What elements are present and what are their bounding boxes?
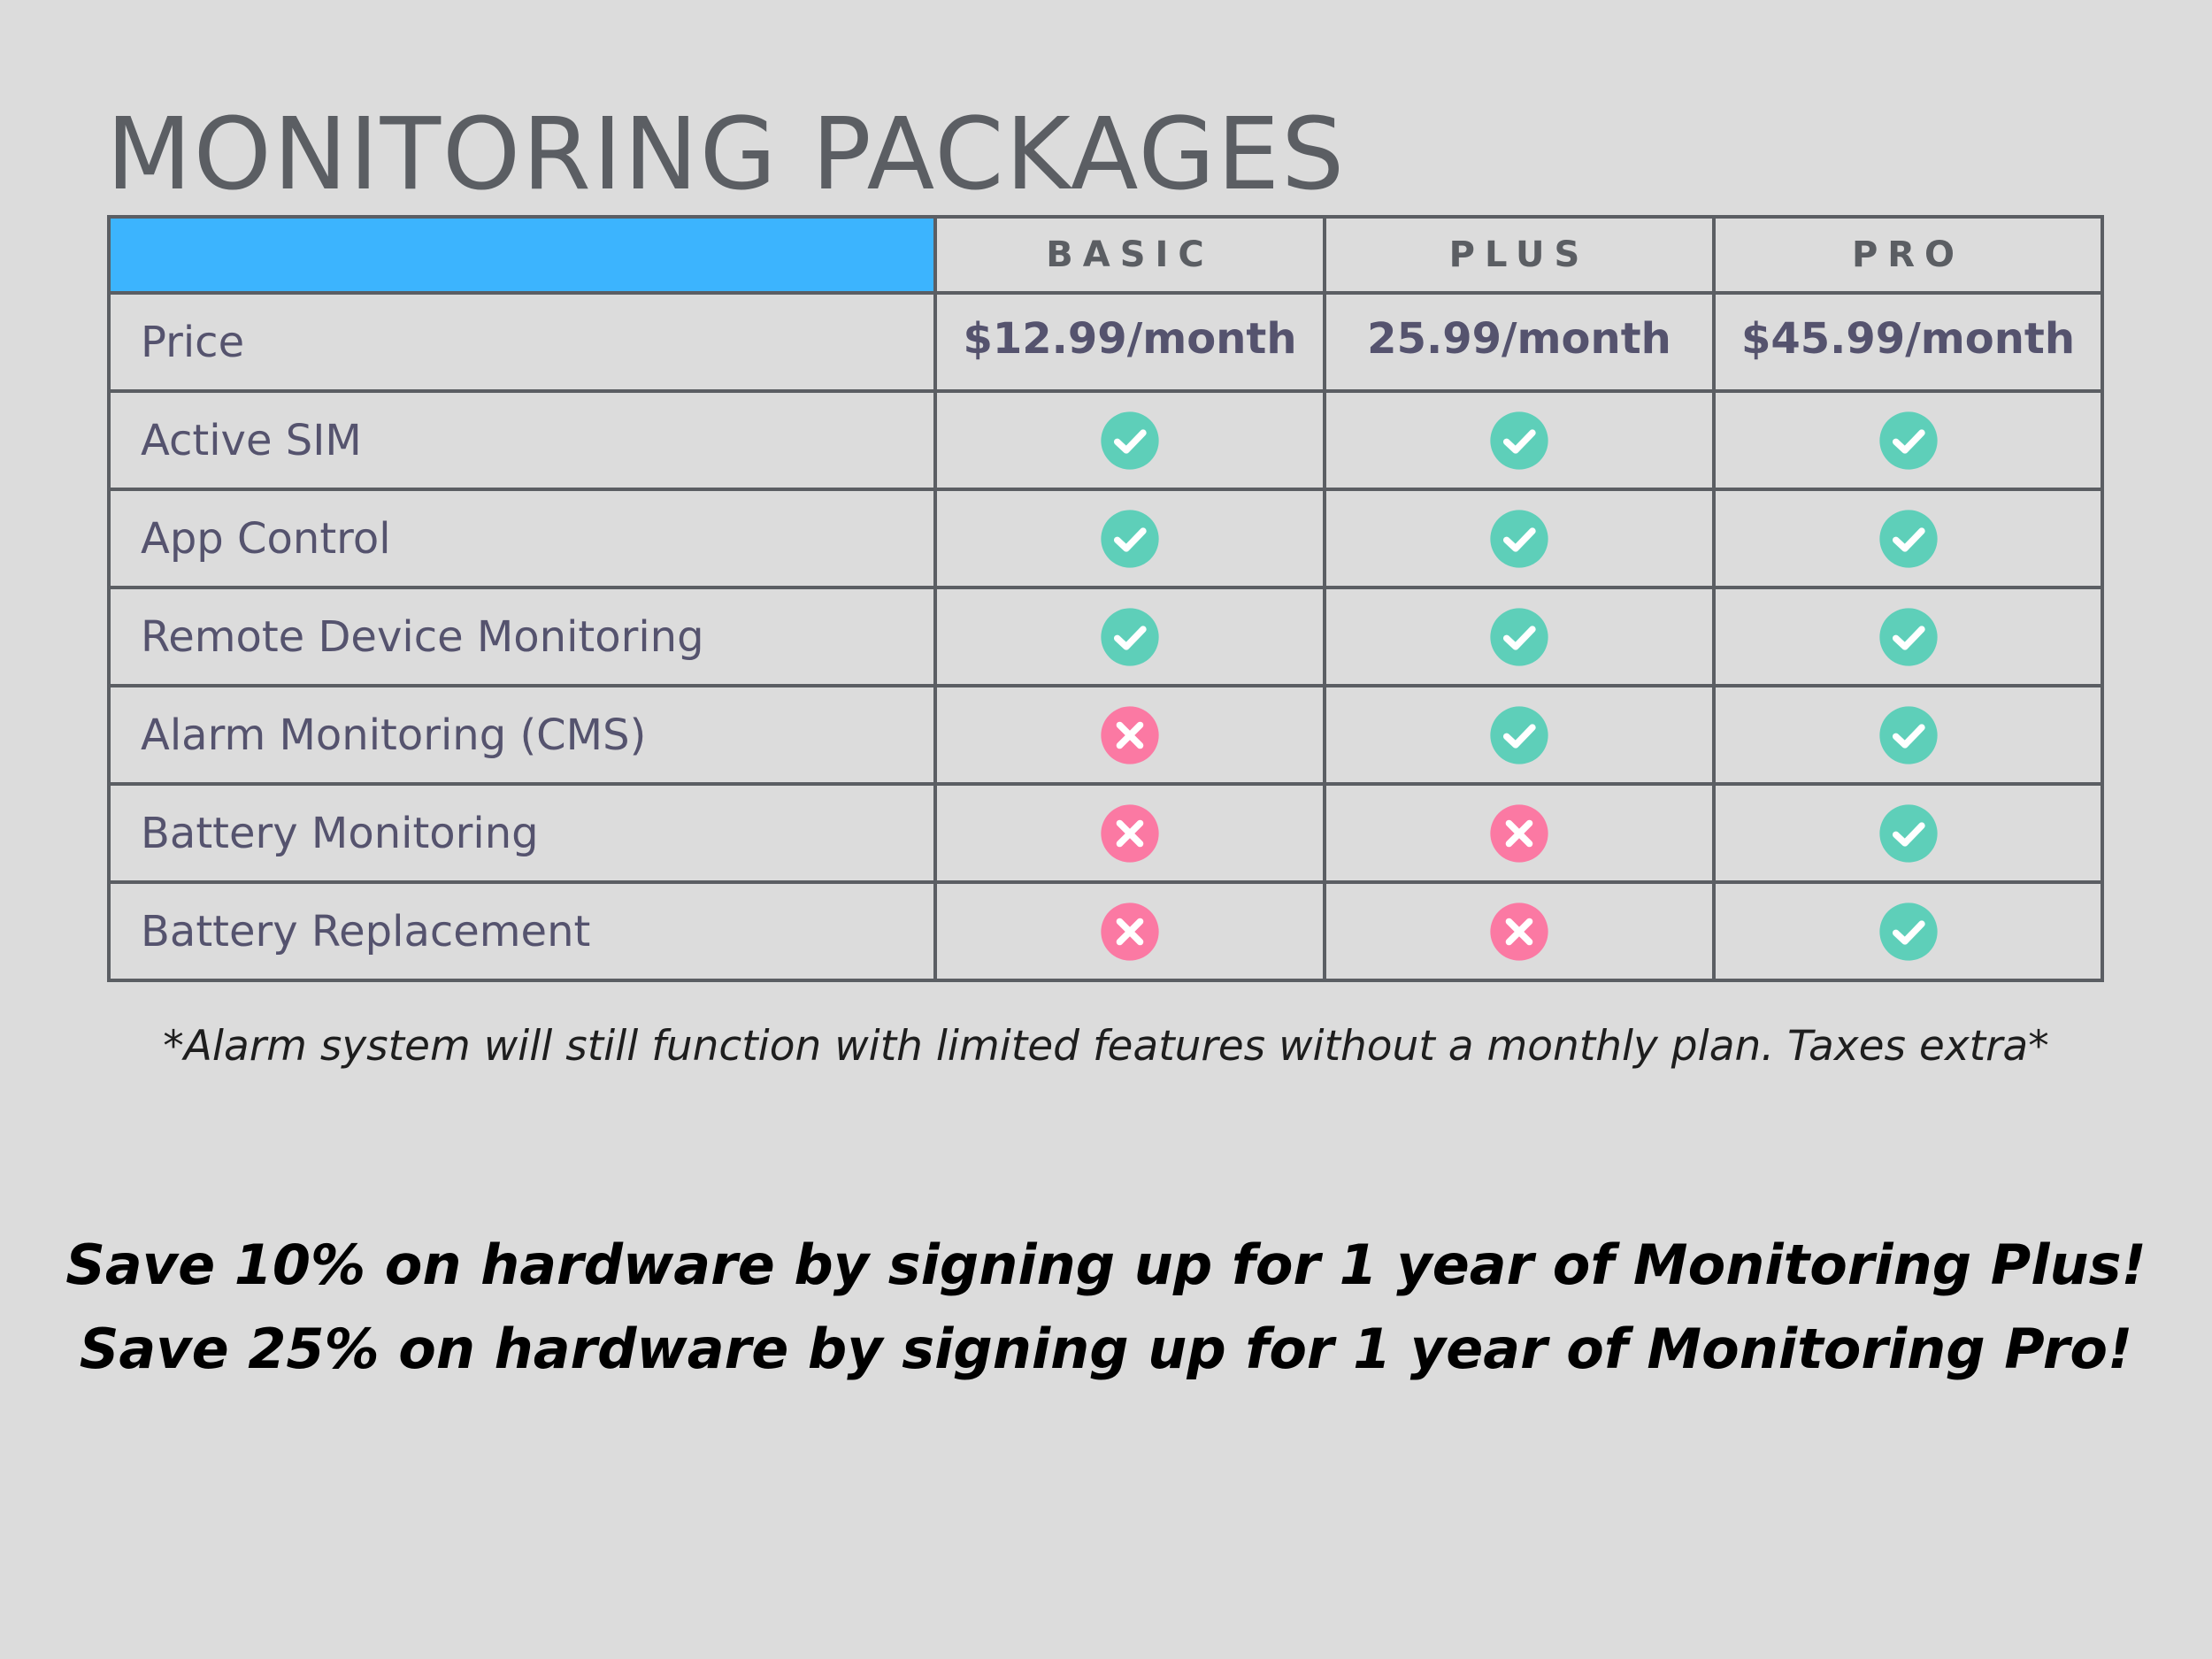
feature-label: App Control — [107, 488, 937, 589]
price-basic: $12.99/month — [933, 291, 1326, 393]
feature-cell-plus — [1323, 586, 1716, 687]
x-circle-icon — [1490, 803, 1548, 863]
feature-row: Active SIM — [107, 389, 2104, 491]
check-circle-icon — [1878, 803, 1938, 863]
plan-name-pro: PRO — [1712, 215, 2104, 295]
feature-cell-plus — [1323, 684, 1716, 786]
feature-cell-pro — [1712, 880, 2104, 982]
feature-label: Battery Monitoring — [107, 782, 937, 884]
feature-cell-pro — [1712, 389, 2104, 491]
check-circle-icon — [1101, 607, 1159, 666]
x-circle-icon — [1101, 705, 1159, 764]
feature-cell-plus — [1323, 782, 1716, 884]
x-circle-icon — [1101, 803, 1159, 863]
x-circle-icon — [1101, 902, 1159, 961]
check-circle-icon — [1878, 705, 1938, 764]
promo-pro: Save 25% on hardware by signing up for 1… — [79, 1317, 2133, 1381]
check-circle-icon — [1490, 411, 1548, 470]
check-circle-icon — [1490, 509, 1548, 568]
check-circle-icon — [1490, 705, 1548, 764]
check-circle-icon — [1878, 902, 1938, 961]
feature-cell-basic — [933, 684, 1326, 786]
feature-row: App Control — [107, 488, 2104, 589]
feature-label: Active SIM — [107, 389, 937, 491]
feature-cell-basic — [933, 586, 1326, 687]
feature-label: Battery Replacement — [107, 880, 937, 982]
check-circle-icon — [1101, 411, 1159, 470]
check-circle-icon — [1878, 509, 1938, 568]
price-plus: 25.99/month — [1323, 291, 1716, 393]
feature-cell-plus — [1323, 880, 1716, 982]
price-row: Price $12.99/month 25.99/month $45.99/mo… — [107, 291, 2104, 393]
check-circle-icon — [1490, 607, 1548, 666]
feature-row: Battery Monitoring — [107, 782, 2104, 884]
feature-cell-basic — [933, 782, 1326, 884]
feature-label: Remote Device Monitoring — [107, 586, 937, 687]
feature-cell-pro — [1712, 782, 2104, 884]
feature-cell-plus — [1323, 389, 1716, 491]
feature-cell-pro — [1712, 586, 2104, 687]
feature-cell-plus — [1323, 488, 1716, 589]
price-pro: $45.99/month — [1712, 291, 2104, 393]
feature-row: Battery Replacement — [107, 880, 2104, 982]
check-circle-icon — [1878, 411, 1938, 470]
plan-name-plus: PLUS — [1323, 215, 1716, 295]
check-circle-icon — [1101, 509, 1159, 568]
feature-cell-pro — [1712, 488, 2104, 589]
x-circle-icon — [1490, 902, 1548, 961]
feature-row: Remote Device Monitoring — [107, 586, 2104, 687]
feature-row: Alarm Monitoring (CMS) — [107, 684, 2104, 786]
footnote: *Alarm system will still function with l… — [163, 1022, 2049, 1071]
page-title: MONITORING PACKAGES — [106, 97, 1347, 212]
feature-label: Alarm Monitoring (CMS) — [107, 684, 937, 786]
check-circle-icon — [1878, 607, 1938, 666]
feature-cell-basic — [933, 389, 1326, 491]
feature-cell-basic — [933, 488, 1326, 589]
plan-name-basic: BASIC — [933, 215, 1326, 295]
feature-cell-basic — [933, 880, 1326, 982]
feature-cell-pro — [1712, 684, 2104, 786]
price-label: Price — [107, 291, 937, 393]
table-header-row: BASIC PLUS PRO — [107, 215, 2104, 295]
header-accent-cell — [107, 215, 937, 295]
packages-table: BASIC PLUS PRO Price $12.99/month 25.99/… — [107, 215, 2104, 982]
promo-plus: Save 10% on hardware by signing up for 1… — [65, 1233, 2147, 1297]
